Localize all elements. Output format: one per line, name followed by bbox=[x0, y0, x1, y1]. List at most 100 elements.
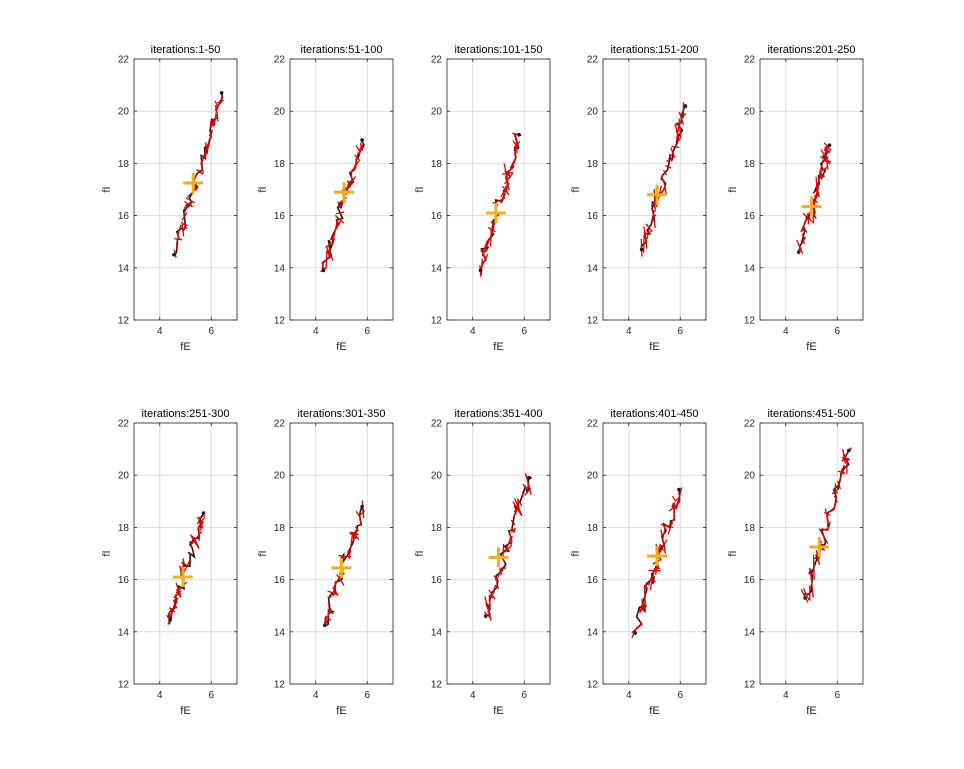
y-tick-label: 22 bbox=[118, 419, 130, 430]
trajectory-step bbox=[504, 535, 512, 553]
y-tick-label: 12 bbox=[118, 680, 130, 691]
trajectory-step bbox=[359, 142, 364, 151]
plot-frame bbox=[446, 58, 551, 321]
trajectory-step bbox=[487, 226, 496, 233]
trajectory-step bbox=[189, 534, 200, 550]
y-tick-label: 20 bbox=[587, 471, 599, 482]
trajectory-step bbox=[182, 223, 189, 227]
trajectory-step bbox=[651, 219, 654, 222]
y-tick-label: 22 bbox=[744, 419, 756, 430]
x-axis-label: fE bbox=[806, 341, 816, 353]
y-tick-label: 20 bbox=[118, 107, 130, 118]
trajectory-step bbox=[824, 511, 831, 516]
y-tick-label: 20 bbox=[744, 471, 756, 482]
trajectory-step bbox=[818, 528, 829, 544]
panel-3: 4 6 12 14 16 18 20 22 fE fI iterations:101-150 bbox=[414, 44, 551, 353]
panel-5: 4 6 12 14 16 18 20 22 fE fI iterations:201-250 bbox=[727, 44, 864, 353]
y-tick-label: 14 bbox=[744, 263, 756, 274]
y-tick-label: 22 bbox=[431, 55, 443, 66]
trajectory-step bbox=[502, 171, 513, 175]
y-axis-label: fI bbox=[570, 186, 582, 192]
panel-title: iterations:451-500 bbox=[767, 408, 855, 420]
y-tick-label: 14 bbox=[587, 627, 599, 638]
trajectory-step bbox=[488, 594, 494, 599]
y-tick-label: 22 bbox=[118, 55, 130, 66]
trajectory-step bbox=[800, 589, 809, 603]
trajectory-step bbox=[500, 193, 507, 204]
trajectory-step bbox=[196, 168, 204, 175]
trajectory-step bbox=[214, 105, 219, 122]
trajectory-step bbox=[205, 144, 210, 156]
trajectory-step bbox=[183, 200, 194, 208]
arrowhead bbox=[355, 510, 364, 517]
trajectory-step bbox=[361, 500, 365, 519]
trajectory-step bbox=[662, 524, 668, 531]
trajectory-step bbox=[325, 615, 332, 622]
trajectory-step bbox=[183, 559, 191, 573]
trajectory-step bbox=[332, 218, 339, 242]
panel-6: 4 6 12 14 16 18 20 22 fE fI iterations:251-300 bbox=[101, 408, 238, 717]
trajectory-step bbox=[820, 148, 831, 165]
trajectory-step bbox=[676, 487, 683, 506]
y-tick-label: 12 bbox=[274, 316, 286, 327]
trajectory-step bbox=[660, 173, 665, 181]
trajectory-step bbox=[176, 588, 182, 598]
plot-frame bbox=[289, 58, 394, 321]
trajectory-step bbox=[181, 212, 188, 221]
panel-8: 4 6 12 14 16 18 20 22 fE fI iterations:351-400 bbox=[414, 408, 551, 717]
trajectory-step bbox=[493, 575, 499, 581]
trajectory-step bbox=[809, 570, 813, 575]
trajectory-step bbox=[173, 590, 182, 599]
trajectory-step bbox=[334, 214, 345, 224]
trajectory-step bbox=[175, 581, 188, 594]
trajectory-step bbox=[802, 588, 810, 601]
end-point bbox=[517, 132, 521, 137]
arrowhead bbox=[512, 140, 521, 147]
trajectory-step bbox=[675, 123, 680, 144]
trajectory-step bbox=[181, 561, 187, 566]
trajectory-step bbox=[348, 535, 353, 560]
trajectory-step bbox=[831, 492, 838, 495]
trajectory-step bbox=[662, 169, 668, 176]
plot-frame bbox=[446, 422, 551, 685]
y-tick-label: 22 bbox=[431, 419, 443, 430]
end-point bbox=[847, 448, 851, 453]
trajectory-path bbox=[485, 475, 530, 617]
y-axis-label: fI bbox=[101, 550, 113, 556]
trajectory-step bbox=[510, 536, 513, 547]
trajectory-step bbox=[354, 527, 358, 537]
y-tick-label: 20 bbox=[744, 107, 756, 118]
trajectory-step bbox=[188, 559, 192, 562]
x-tick-label: 6 bbox=[834, 326, 840, 337]
trajectory-step bbox=[641, 598, 644, 611]
y-tick-label: 16 bbox=[587, 211, 599, 222]
start-point bbox=[796, 250, 801, 254]
panel-title: iterations:401-450 bbox=[610, 408, 698, 420]
trajectory-step bbox=[345, 175, 357, 191]
y-tick-label: 18 bbox=[587, 523, 599, 534]
x-tick-label: 6 bbox=[521, 690, 527, 701]
y-axis-label: fI bbox=[727, 550, 739, 556]
panel-title: iterations:151-200 bbox=[610, 44, 698, 56]
y-tick-label: 16 bbox=[744, 575, 756, 586]
trajectory-step bbox=[824, 146, 829, 170]
trajectory-step bbox=[818, 175, 826, 179]
trajectory-step bbox=[489, 228, 492, 247]
end-point bbox=[683, 104, 688, 108]
trajectory-step bbox=[480, 253, 489, 269]
y-tick-label: 22 bbox=[744, 55, 756, 66]
trajectory-step bbox=[649, 567, 656, 591]
y-tick-label: 12 bbox=[118, 316, 130, 327]
trajectory-step bbox=[173, 597, 179, 601]
trajectory-step bbox=[191, 535, 200, 548]
trajectory-step bbox=[823, 142, 832, 151]
y-axis-label: fI bbox=[414, 186, 426, 192]
trajectory-step bbox=[504, 172, 514, 185]
trajectory-step bbox=[336, 211, 345, 215]
x-tick-label: 6 bbox=[677, 326, 683, 337]
y-tick-label: 20 bbox=[431, 107, 443, 118]
trajectory-step bbox=[825, 147, 829, 153]
x-tick-label: 6 bbox=[521, 326, 527, 337]
trajectory-step bbox=[659, 539, 668, 554]
x-axis-label: fE bbox=[649, 341, 659, 353]
